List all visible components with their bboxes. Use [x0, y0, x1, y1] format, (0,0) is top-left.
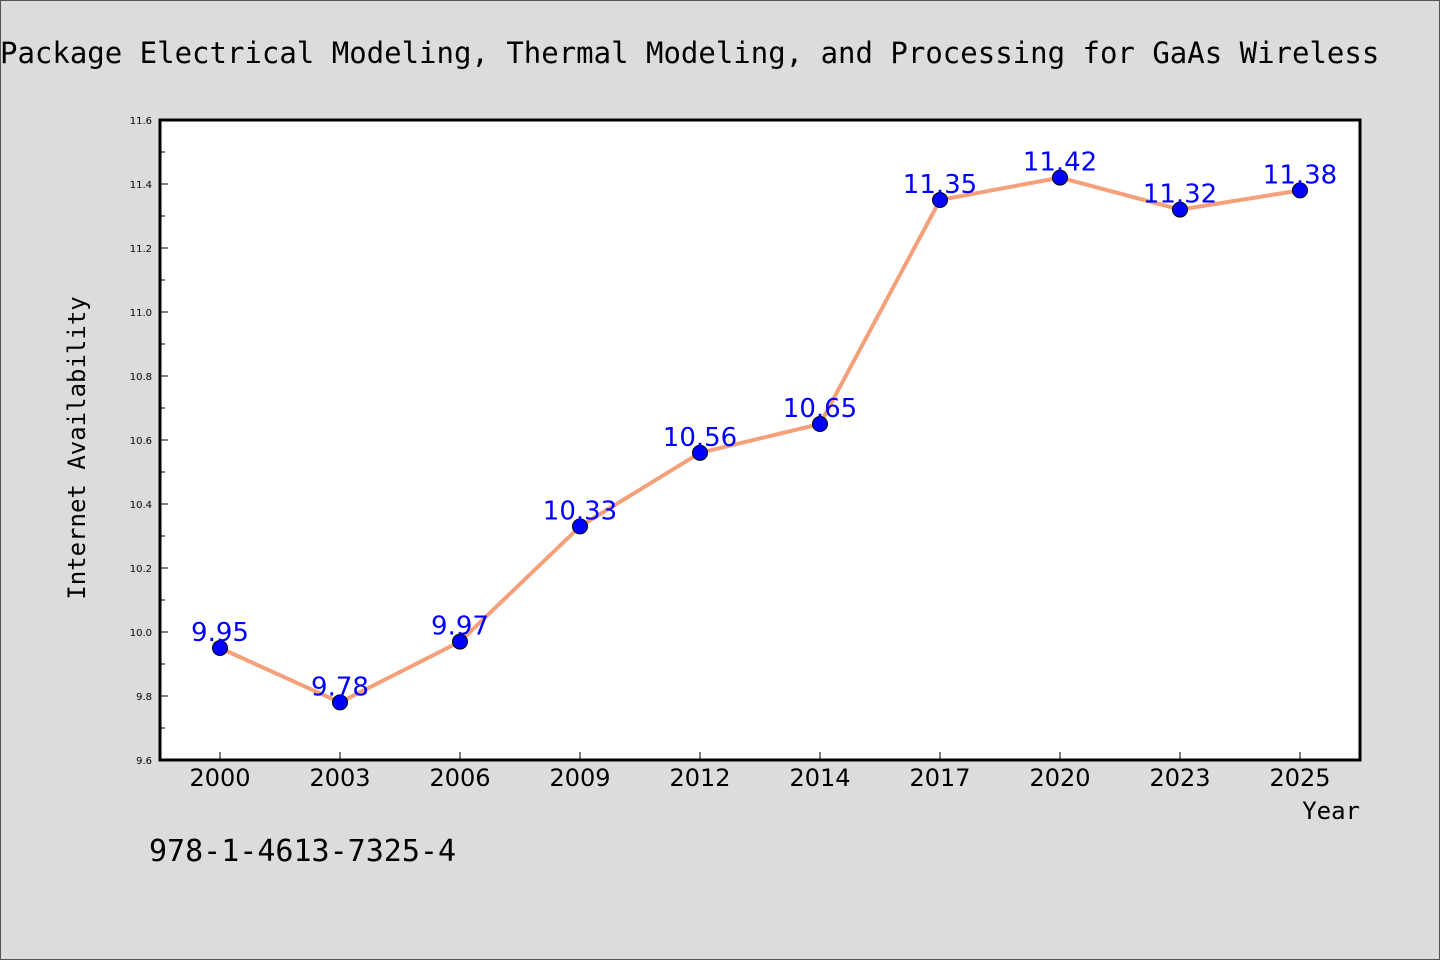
- isbn-footnote: 978-1-4613-7325-4: [149, 834, 457, 869]
- x-tick-label: 2000: [189, 764, 250, 792]
- data-point: [332, 694, 348, 711]
- x-tick-label: 2014: [789, 764, 850, 792]
- y-tick-label: 11.6: [130, 116, 152, 127]
- x-tick-label: 2003: [309, 764, 370, 792]
- data-label: 11.35: [903, 170, 977, 200]
- y-tick-label: 10.2: [130, 564, 152, 575]
- data-label: 9.97: [431, 612, 489, 642]
- x-tick-label: 2025: [1269, 764, 1330, 792]
- x-tick-label: 2023: [1149, 764, 1210, 792]
- y-axis-title: Internet Availability: [63, 296, 91, 599]
- data-label: 10.65: [783, 394, 857, 424]
- series-line: [219, 175, 1301, 705]
- data-label: 11.38: [1263, 160, 1337, 190]
- data-point: [212, 640, 228, 656]
- x-tick-label: 2006: [429, 764, 490, 792]
- data-point: [452, 633, 468, 650]
- y-tick-label: 10.6: [130, 436, 152, 447]
- x-tick-label: 2020: [1029, 764, 1090, 792]
- data-point: [1292, 182, 1308, 199]
- chart-title: Package Electrical Modeling, Thermal Mod…: [0, 36, 1380, 70]
- y-tick-label: 9.8: [136, 692, 152, 703]
- y-tick-label: 11.0: [130, 308, 152, 319]
- series-group: [212, 169, 1308, 711]
- data-point: [812, 416, 828, 432]
- data-label: 9.78: [311, 672, 369, 702]
- data-label: 11.32: [1143, 180, 1217, 210]
- data-label: 10.33: [543, 496, 617, 526]
- data-point: [692, 444, 708, 461]
- x-tick-label: 2012: [669, 764, 730, 792]
- y-axis: 9.6 9.8 10.0 10.2 10.4 10.6 10.8 11.0 11.2 11.4 11…: [130, 116, 168, 767]
- y-tick-label: 9.6: [136, 756, 152, 767]
- data-labels: 9.95 9.78 9.97 10.33 10.56 10.65 11.35 11.42 11.…: [191, 148, 1337, 703]
- x-tick-label: 2009: [549, 764, 610, 792]
- data-point: [1172, 201, 1188, 218]
- x-axis: 2000 2003 2006 2009 2012 2014 2017 2020 2023 2025: [189, 752, 1331, 792]
- x-tick-label: 2017: [909, 764, 970, 792]
- data-point: [932, 192, 948, 208]
- y-tick-label: 10.4: [130, 500, 152, 511]
- data-point: [1052, 169, 1068, 186]
- data-label: 11.42: [1023, 148, 1097, 178]
- x-axis-title: Year: [1302, 797, 1360, 825]
- y-tick-label: 11.2: [130, 244, 152, 255]
- y-tick-label: 10.8: [130, 372, 152, 383]
- data-label: 10.56: [663, 423, 737, 453]
- data-point: [572, 518, 588, 535]
- data-label: 9.95: [191, 618, 249, 648]
- y-tick-label: 11.4: [130, 180, 152, 191]
- y-tick-label: 10.0: [130, 628, 152, 639]
